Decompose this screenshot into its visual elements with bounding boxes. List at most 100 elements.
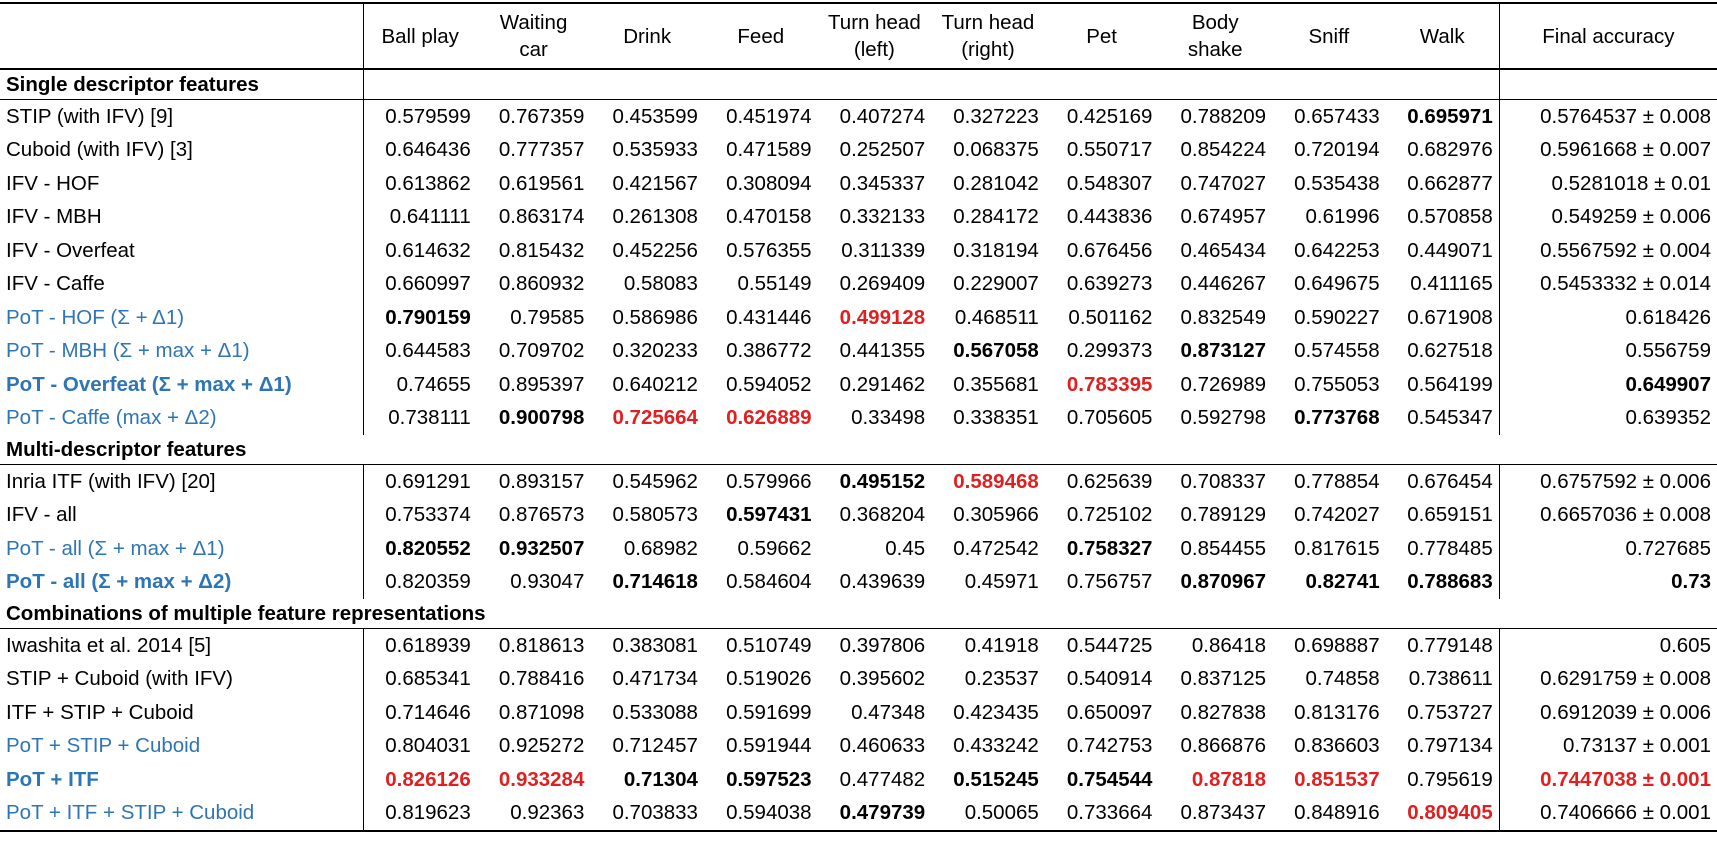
table-row: PoT - MBH (Σ + max + Δ1) 0.644583 0.709702… [0,334,1717,368]
table-row: STIP (with IFV) [9] 0.579599 0.767359 0.453… [0,99,1717,134]
column-header-line: Feed [737,24,785,48]
value-cell: 0.41918 [964,633,1039,657]
value-cell: 0.742753 [1066,734,1153,758]
column-header: Turn head (right) [931,2,1045,70]
value-cell: 0.308094 [726,171,812,195]
column-header-line: shake [1187,38,1243,61]
value-cell: 0.854455 [1180,536,1267,560]
value-cell: 0.479739 [817,796,932,832]
value-cell: 0.586986 [612,305,698,329]
value-cell: 0.74858 [1305,667,1380,691]
final-accuracy-cell: 0.5567592 ± 0.004 [1498,234,1717,268]
value-cell: 0.443836 [1066,205,1153,229]
section-title: Multi-descriptor features [0,435,1717,465]
value-cell: 0.332133 [839,205,926,229]
value-cell: 0.579599 [385,104,471,128]
column-header-line: Drink [623,24,672,48]
value-cell: 0.720194 [1294,138,1380,162]
final-accuracy-cell: 0.639352 [1498,401,1717,435]
row-label: PoT - Caffe (max + Δ2) [0,401,364,435]
value-cell: 0.068375 [953,138,1039,162]
value-cell: 0.747027 [1180,171,1267,195]
final-accuracy-cell: 0.5281018 ± 0.01 [1498,167,1717,201]
value-cell: 0.827838 [1180,700,1267,724]
value-cell: 0.873127 [1180,339,1267,363]
value-cell: 0.535933 [612,138,698,162]
value-cell: 0.817615 [1294,536,1380,560]
value-cell: 0.755053 [1294,372,1380,396]
table-row: PoT + STIP + Cuboid 0.804031 0.925272 0.712… [0,729,1717,763]
value-cell: 0.584604 [726,570,812,594]
value-cell: 0.574558 [1294,339,1380,363]
value-cell: 0.682976 [1407,138,1493,162]
table-row: PoT - all (Σ + max + Δ2) 0.820359 0.93047 0… [0,565,1717,599]
value-cell: 0.837125 [1180,667,1267,691]
value-cell: 0.318194 [953,238,1039,262]
section-spacer-final [1498,69,1717,100]
value-cell: 0.804031 [385,734,471,758]
value-cell: 0.925272 [498,734,585,758]
value-cell: 0.725102 [1066,503,1153,527]
value-cell: 0.45 [885,536,926,560]
value-cell: 0.714618 [612,570,698,594]
value-cell: 0.660997 [385,272,471,296]
value-cell: 0.540914 [1066,667,1153,691]
value-cell: 0.863174 [498,205,585,229]
table-row: Inria ITF (with IFV) [20] 0.691291 0.89315… [0,464,1717,499]
value-cell: 0.501162 [1068,305,1153,329]
column-header-line: Ball play [381,24,459,48]
table-row: IFV - Overfeat 0.614632 0.815432 0.452256 0.… [0,234,1717,268]
value-cell: 0.871098 [498,700,585,724]
column-header-line: Pet [1086,24,1117,48]
value-cell: 0.642253 [1294,238,1380,262]
value-cell: 0.733664 [1044,796,1159,832]
row-label: Iwashita et al. 2014 [5] [0,628,364,663]
table-row: IFV - all 0.753374 0.876573 0.580573 0.59743… [0,498,1717,532]
table-row: PoT + ITF 0.826126 0.933284 0.71304 0.597523… [0,763,1717,797]
value-cell: 0.627518 [1407,339,1493,363]
section-header-row: Single descriptor features [0,69,1717,100]
row-label: PoT + STIP + Cuboid [0,729,364,763]
value-cell: 0.790159 [385,305,471,329]
table-row: ITF + STIP + Cuboid 0.714646 0.871098 0.533… [0,696,1717,730]
table-body: Single descriptor features STIP (with IFV… [0,69,1717,832]
row-label: PoT - all (Σ + max + Δ1) [0,532,364,566]
column-header-line: (left) [853,38,895,61]
value-cell: 0.499128 [839,305,926,329]
value-cell: 0.368204 [839,503,926,527]
row-label: PoT + ITF [0,763,364,797]
final-accuracy-cell: 0.7406666 ± 0.001 [1498,796,1717,832]
value-cell: 0.411165 [1410,272,1493,296]
value-cell: 0.851537 [1294,767,1380,791]
value-cell: 0.395602 [839,667,926,691]
value-cell: 0.756757 [1066,570,1153,594]
value-cell: 0.338351 [953,406,1039,430]
value-cell: 0.55149 [737,272,812,296]
value-cell: 0.767359 [498,104,585,128]
value-cell: 0.703833 [590,796,704,832]
column-header: Sniff [1272,2,1386,70]
value-cell: 0.548307 [1066,171,1153,195]
value-cell: 0.451974 [726,104,812,128]
value-cell: 0.848916 [1272,796,1386,832]
value-cell: 0.705605 [1066,406,1153,430]
value-cell: 0.495152 [839,469,926,493]
value-cell: 0.50065 [931,796,1045,832]
header-label-column [0,2,364,70]
row-label: PoT - MBH (Σ + max + Δ1) [0,334,364,368]
value-cell: 0.299373 [1066,339,1153,363]
value-cell: 0.674957 [1180,205,1267,229]
column-header-final-accuracy: Final accuracy [1498,2,1717,70]
value-cell: 0.932507 [498,536,585,560]
row-label: IFV - Caffe [0,267,364,301]
final-accuracy-cell: 0.727685 [1498,532,1717,566]
value-cell: 0.714646 [385,700,471,724]
value-cell: 0.659151 [1407,503,1493,527]
row-label: PoT + ITF + STIP + Cuboid [0,796,364,832]
value-cell: 0.591699 [726,700,812,724]
value-cell: 0.826126 [385,767,471,791]
final-accuracy-cell: 0.6657036 ± 0.008 [1498,498,1717,532]
value-cell: 0.594052 [726,372,812,396]
value-cell: 0.698887 [1294,633,1380,657]
table-row: PoT - Caffe (max + Δ2) 0.738111 0.900798 0.… [0,401,1717,435]
